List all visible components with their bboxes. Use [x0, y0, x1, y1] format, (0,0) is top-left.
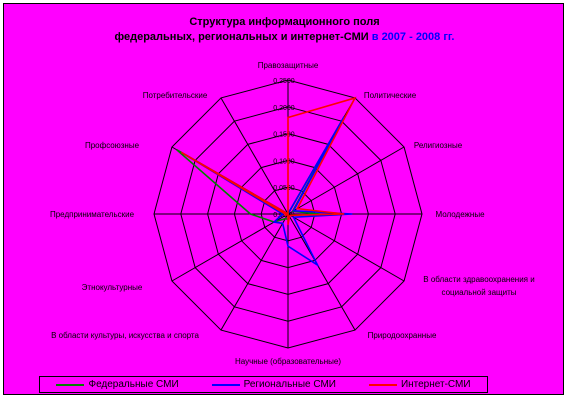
- series-line-federal: [176, 116, 345, 223]
- chart-title-line1: Структура информационного поля: [189, 16, 380, 28]
- chart-title-line2-text: федеральных, региональных и интернет-СМИ: [114, 31, 369, 43]
- category-label-7: В области культуры, искусства и спорта: [51, 331, 199, 340]
- category-label-2: Религиозные: [414, 141, 463, 150]
- legend-item-regional: Региональные СМИ: [211, 379, 336, 390]
- axis-tick-label-4: 0,2000: [273, 105, 295, 112]
- legend-swatch-regional: [211, 383, 240, 386]
- axis-spoke-11: [220, 97, 289, 215]
- axis-tick-label-1: 0,0500: [273, 185, 295, 192]
- category-label-4: В области здравоохранения и социальной за…: [423, 275, 534, 297]
- category-label-0: Правозащитные: [258, 61, 319, 70]
- legend-label-federal: Федеральные СМИ: [88, 379, 179, 390]
- category-label-1: Политические: [364, 91, 417, 100]
- axis-spoke-2: [287, 146, 405, 215]
- axis-spoke-7: [220, 213, 289, 331]
- category-label-11: Потребительские: [143, 91, 208, 100]
- chart-area: [3, 3, 564, 395]
- legend-swatch-federal: [56, 383, 85, 386]
- chart-title-line2: федеральных, региональных и интернет-СМИ…: [0, 31, 569, 43]
- axis-tick-label-0: 0,0000: [273, 212, 295, 219]
- category-label-6: Научные (образовательные): [235, 357, 341, 366]
- chart-title-period: в 2007 - 2008 гг.: [371, 31, 455, 43]
- legend-item-internet: Интернет-СМИ: [368, 379, 471, 390]
- legend-label-internet: Интернет-СМИ: [400, 379, 471, 390]
- axis-tick-label-3: 0,1500: [273, 132, 295, 139]
- legend: Федеральные СМИ Региональные СМИ Интерне…: [39, 376, 488, 393]
- axis-spoke-5: [287, 213, 356, 331]
- category-label-5: Природоохранные: [368, 331, 437, 340]
- axis-tick-label-5: 0,2500: [273, 78, 295, 85]
- legend-item-federal: Федеральные СМИ: [56, 379, 179, 390]
- axis-spoke-8: [171, 213, 289, 282]
- legend-swatch-internet: [368, 383, 397, 386]
- category-label-10: Профсоюзные: [85, 141, 140, 150]
- axis-spoke-4: [287, 213, 405, 282]
- series-line-internet: [180, 96, 357, 225]
- category-label-8: Этнокультурные: [82, 283, 143, 292]
- axis-tick-label-2: 0,1000: [273, 158, 295, 165]
- legend-label-regional: Региональные СМИ: [243, 379, 336, 390]
- category-label-9: Предпринимательские: [50, 210, 135, 219]
- category-label-3: Молодежные: [435, 210, 485, 219]
